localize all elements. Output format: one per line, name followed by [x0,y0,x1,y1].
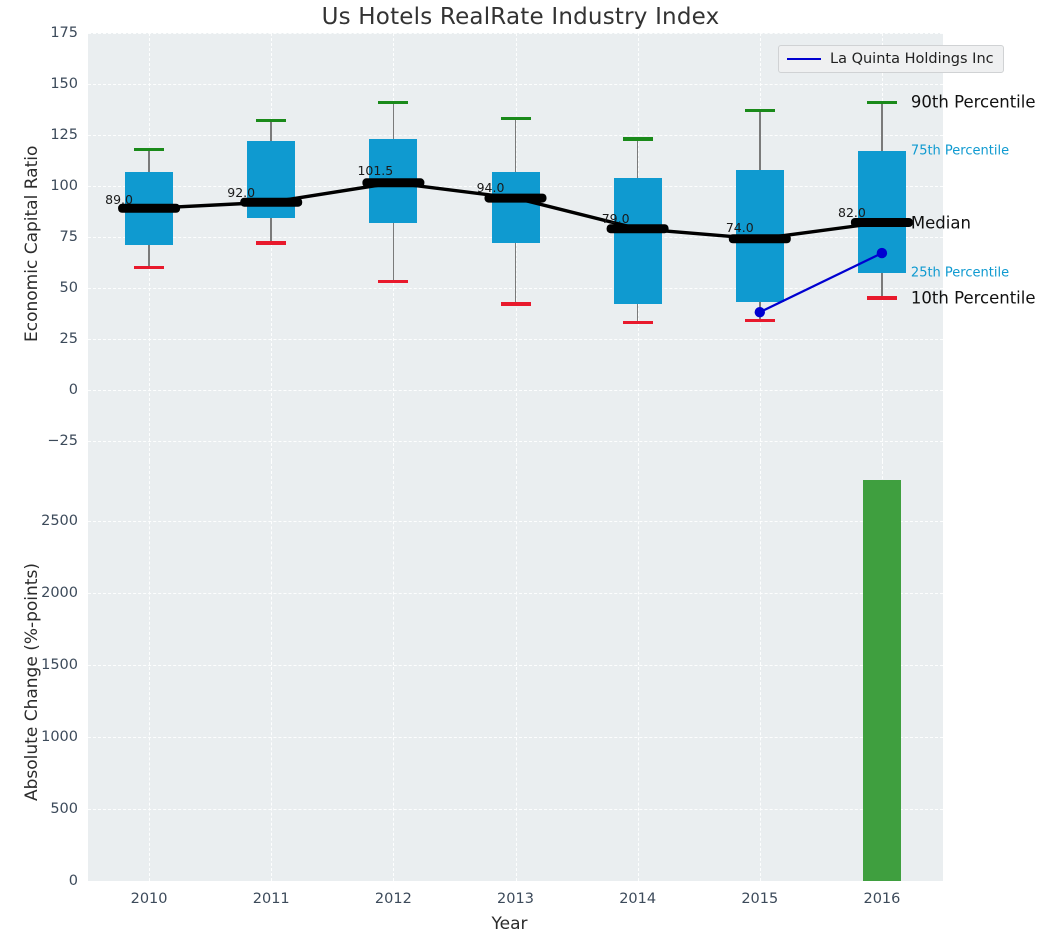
annotation-25th-percentile: 25th Percentile [910,265,1010,281]
cap-90th-percentile [866,100,897,104]
x-axis-tick-label: 2012 [374,891,412,907]
bottom-panel-y-axis-label: Absolute Change (%-points) [22,563,42,801]
series-line-la-quinta-holdings-inc [118,178,913,318]
series-data-point [876,247,888,259]
cap-90th-percentile [622,137,653,141]
y-axis-tick-label: 1000 [41,729,78,746]
legend-label: La Quinta Holdings Inc [830,51,994,67]
median-connector-line [149,181,883,241]
gridline-horizontal [88,881,943,882]
gridline-vertical [759,461,761,881]
median-bar [850,218,913,227]
median-value-label: 89.0 [105,192,133,208]
gridline-vertical [271,461,273,881]
y-axis-tick-label: 50 [59,279,78,296]
x-axis-tick-label: 2010 [130,891,168,907]
y-axis-tick-label: −25 [47,432,78,449]
median-bar [240,197,303,207]
y-axis-tick-label: 0 [68,873,78,889]
cap-10th-percentile [134,265,165,269]
median-value-label: 82.0 [838,204,866,220]
y-axis-tick-label: 125 [50,126,78,143]
cap-10th-percentile [500,302,531,306]
gridline-vertical [393,461,395,881]
y-axis-tick-label: 0 [68,381,78,398]
x-axis-tick-label: 2014 [619,891,657,907]
y-axis-tick-label: 2000 [41,585,78,602]
x-axis-tick-label: 2015 [741,891,779,907]
median-bar [362,178,425,188]
y-axis-tick-label: 150 [50,75,78,92]
gridline-vertical [149,461,151,881]
median-value-label: 101.5 [357,162,394,178]
median-value-label: 94.0 [476,180,505,196]
gridline-vertical [515,461,517,881]
legend-line-swatch [787,58,821,60]
y-axis-tick-label: 175 [50,25,78,41]
cap-90th-percentile [134,147,165,151]
median-value-label: 74.0 [725,219,754,235]
x-axis-tick-label: 2013 [497,891,534,907]
chart-title: Us Hotels RealRate Industry Index [321,4,720,30]
median-bar [118,203,181,213]
annotation-10th-percentile: 10th Percentile [910,288,1036,308]
x-axis-tick-label: 2016 [863,891,901,907]
cap-90th-percentile [256,119,287,123]
y-axis-tick-label: 500 [50,801,78,818]
bottom-panel-plot-area [88,461,943,882]
annotation-median: Median [910,213,971,233]
y-axis-tick-label: 2500 [41,513,78,530]
box-interquartile-range [613,177,662,305]
x-axis-tick-label: 2011 [252,891,290,907]
series-path [759,252,883,314]
cap-10th-percentile [744,318,775,322]
y-axis-tick-label: 25 [59,330,78,347]
x-axis-label: Year [491,914,528,934]
top-panel-y-axis-label: Economic Capital Ratio [22,145,42,342]
cap-90th-percentile [500,117,531,121]
median-value-label: 92.0 [227,185,256,201]
y-axis-tick-label: 100 [50,177,78,194]
median-value-label: 79.0 [601,210,630,226]
legend[interactable]: La Quinta Holdings Inc [778,45,1004,73]
cap-10th-percentile [256,241,287,245]
y-axis-tick-label: 1500 [41,657,78,674]
cap-10th-percentile [378,280,409,284]
median-bar [484,193,547,203]
bar-absolute-change [862,479,901,881]
gridline-vertical [271,33,273,461]
box-interquartile-range [491,171,540,243]
gridline-vertical [637,461,639,881]
cap-10th-percentile [866,296,897,300]
cap-10th-percentile [622,320,653,324]
median-bar [728,234,791,244]
top-panel-plot-area [88,33,943,461]
cap-90th-percentile [378,100,409,104]
cap-90th-percentile [744,108,775,113]
y-axis-tick-label: 75 [59,228,78,245]
annotation-90th-percentile: 90th Percentile [910,92,1036,112]
annotation-75th-percentile: 75th Percentile [910,143,1010,159]
median-bar [606,224,669,234]
series-data-point [754,307,765,318]
